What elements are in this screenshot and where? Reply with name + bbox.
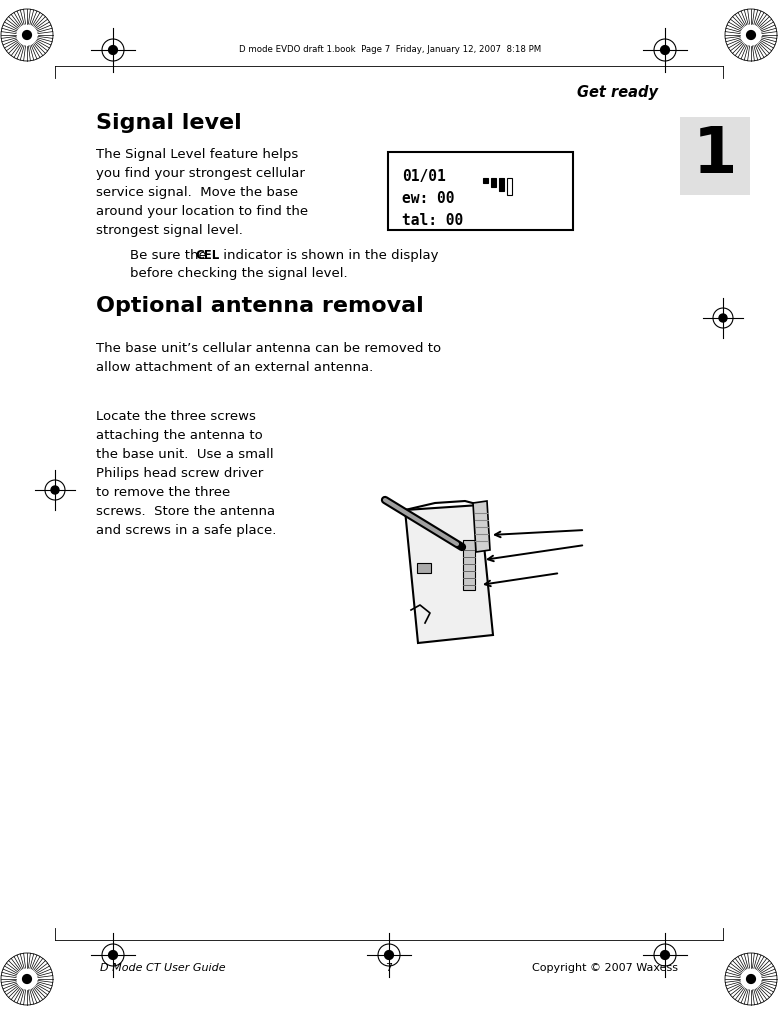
Circle shape [23, 974, 31, 984]
Text: 1: 1 [693, 124, 738, 186]
Text: attaching the antenna to: attaching the antenna to [96, 429, 263, 442]
Text: CEL: CEL [195, 249, 219, 262]
Text: Get ready: Get ready [577, 85, 658, 100]
Text: The Signal Level feature helps: The Signal Level feature helps [96, 148, 298, 161]
Text: strongest signal level.: strongest signal level. [96, 224, 243, 237]
Circle shape [741, 969, 760, 989]
Polygon shape [405, 505, 493, 643]
Text: tal: 00: tal: 00 [402, 213, 463, 228]
Bar [491, 178, 496, 187]
Text: allow attachment of an external antenna.: allow attachment of an external antenna. [96, 361, 373, 374]
Text: ew: 00: ew: 00 [402, 191, 454, 206]
Bar [507, 178, 512, 195]
Circle shape [661, 46, 669, 55]
Circle shape [747, 30, 755, 40]
Text: the base unit.  Use a small: the base unit. Use a small [96, 448, 274, 461]
Text: D mode EVDO draft 1.book  Page 7  Friday, January 12, 2007  8:18 PM: D mode EVDO draft 1.book Page 7 Friday, … [239, 46, 541, 55]
Text: before checking the signal level.: before checking the signal level. [130, 267, 348, 280]
Text: to remove the three: to remove the three [96, 486, 230, 499]
Text: The base unit’s cellular antenna can be removed to: The base unit’s cellular antenna can be … [96, 342, 441, 355]
Bar [483, 178, 488, 183]
Circle shape [109, 950, 117, 959]
Text: 7: 7 [385, 963, 393, 973]
Circle shape [384, 950, 394, 959]
Text: Optional antenna removal: Optional antenna removal [96, 296, 424, 316]
Circle shape [741, 25, 760, 45]
Bar [680, 117, 750, 195]
Text: Philips head screw driver: Philips head screw driver [96, 467, 263, 480]
Circle shape [18, 25, 37, 45]
Circle shape [23, 30, 31, 40]
Circle shape [719, 314, 727, 322]
Circle shape [747, 974, 755, 984]
Bar [463, 540, 475, 590]
Text: Signal level: Signal level [96, 113, 242, 133]
Bar [417, 563, 431, 573]
Circle shape [109, 46, 117, 55]
Circle shape [661, 950, 669, 959]
Bar [499, 178, 504, 191]
Text: you find your strongest cellular: you find your strongest cellular [96, 167, 305, 180]
Text: service signal.  Move the base: service signal. Move the base [96, 186, 298, 199]
Text: indicator is shown in the display: indicator is shown in the display [219, 249, 439, 262]
Text: Copyright © 2007 Waxess: Copyright © 2007 Waxess [532, 963, 678, 973]
Text: D Mode CT User Guide: D Mode CT User Guide [100, 963, 226, 973]
Bar [375, 495, 645, 645]
Circle shape [18, 969, 37, 989]
Text: 01/01: 01/01 [402, 169, 446, 184]
Circle shape [51, 486, 59, 494]
Text: Locate the three screws: Locate the three screws [96, 410, 256, 423]
Text: Be sure the: Be sure the [130, 249, 211, 262]
Text: and screws in a safe place.: and screws in a safe place. [96, 524, 276, 537]
Bar [388, 152, 573, 230]
Text: around your location to find the: around your location to find the [96, 205, 308, 218]
Text: screws.  Store the antenna: screws. Store the antenna [96, 505, 275, 518]
Polygon shape [473, 501, 490, 552]
